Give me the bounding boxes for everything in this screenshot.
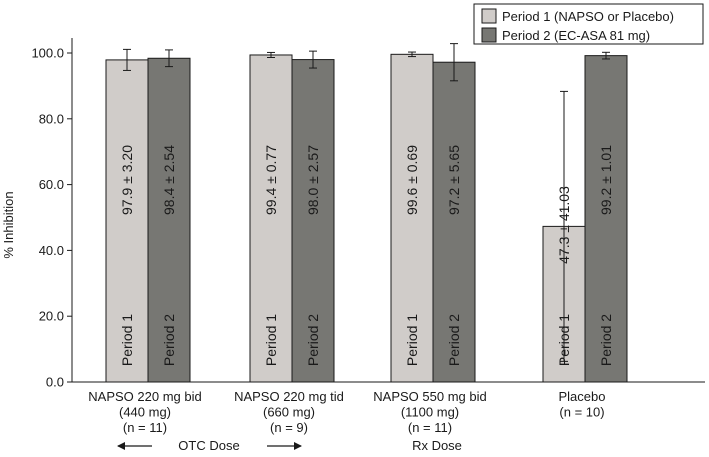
otc-dose-label: OTC Dose [178, 438, 239, 453]
y-axis-title: % Inhibition [1, 191, 16, 258]
x-category-label: (n = 9) [270, 420, 308, 435]
data-label: 99.4 ± 0.77 [263, 145, 279, 215]
x-category-label: (440 mg) [119, 405, 171, 420]
x-category-label: NAPSO 550 mg bid [373, 389, 486, 404]
bar [105, 59, 149, 383]
x-category-label: Placebo [559, 389, 606, 404]
labels-group: 97.9 ± 3.20 Period 1 98.4 ± 2.54 Period 2 99… [88, 145, 614, 435]
x-category-label: (1100 mg) [401, 405, 459, 420]
y-tick-label: 20.0 [39, 309, 64, 324]
bar [147, 57, 191, 383]
legend-box [473, 3, 704, 45]
y-tick-label: 80.0 [39, 111, 64, 126]
x-category-label: (n = 11) [408, 420, 452, 435]
legend-swatch [481, 8, 497, 24]
data-label: 47.3 ± 41.03 [556, 186, 572, 264]
data-label: 97.9 ± 3.20 [119, 145, 135, 215]
bar-period-label: Period 1 [263, 314, 279, 366]
bar-period-label: Period 1 [556, 314, 572, 366]
bar-period-label: Period 1 [404, 314, 420, 366]
y-tick-label: 0.0 [46, 375, 64, 390]
legend-entry: Period 2 (EC-ASA 81 mg) [502, 28, 650, 43]
bar [390, 53, 434, 383]
y-tick-label: 40.0 [39, 243, 64, 258]
legend-swatch [481, 27, 497, 43]
data-label: 99.2 ± 1.01 [598, 145, 614, 215]
data-label: 99.6 ± 0.69 [404, 145, 420, 215]
bar [584, 55, 628, 383]
x-category-label: NAPSO 220 mg tid [234, 389, 344, 404]
rx-dose-label: Rx Dose [412, 438, 462, 453]
bar [291, 59, 335, 383]
dose-annotations: OTC Dose Rx Dose [117, 438, 462, 453]
bar-period-label: Period 2 [446, 314, 462, 366]
x-category-label: (n = 10) [559, 405, 604, 420]
bar-period-label: Period 1 [119, 314, 135, 366]
data-label: 98.4 ± 2.54 [161, 145, 177, 215]
bar-period-label: Period 2 [161, 314, 177, 366]
bar-period-label: Period 2 [305, 314, 321, 366]
bars-group [105, 43, 628, 383]
data-label: 98.0 ± 2.57 [305, 145, 321, 215]
y-tick-label: 100.0 [31, 46, 64, 61]
legend-entry: Period 1 (NAPSO or Placebo) [502, 9, 674, 24]
x-category-label: NAPSO 220 mg bid [88, 389, 201, 404]
x-category-label: (n = 11) [123, 420, 167, 435]
x-category-label: (660 mg) [263, 405, 315, 420]
legend: Period 1 (NAPSO or Placebo) Period 2 (EC-… [473, 3, 704, 45]
y-tick-label: 60.0 [39, 177, 64, 192]
bar-period-label: Period 2 [598, 314, 614, 366]
data-label: 97.2 ± 5.65 [446, 145, 462, 215]
